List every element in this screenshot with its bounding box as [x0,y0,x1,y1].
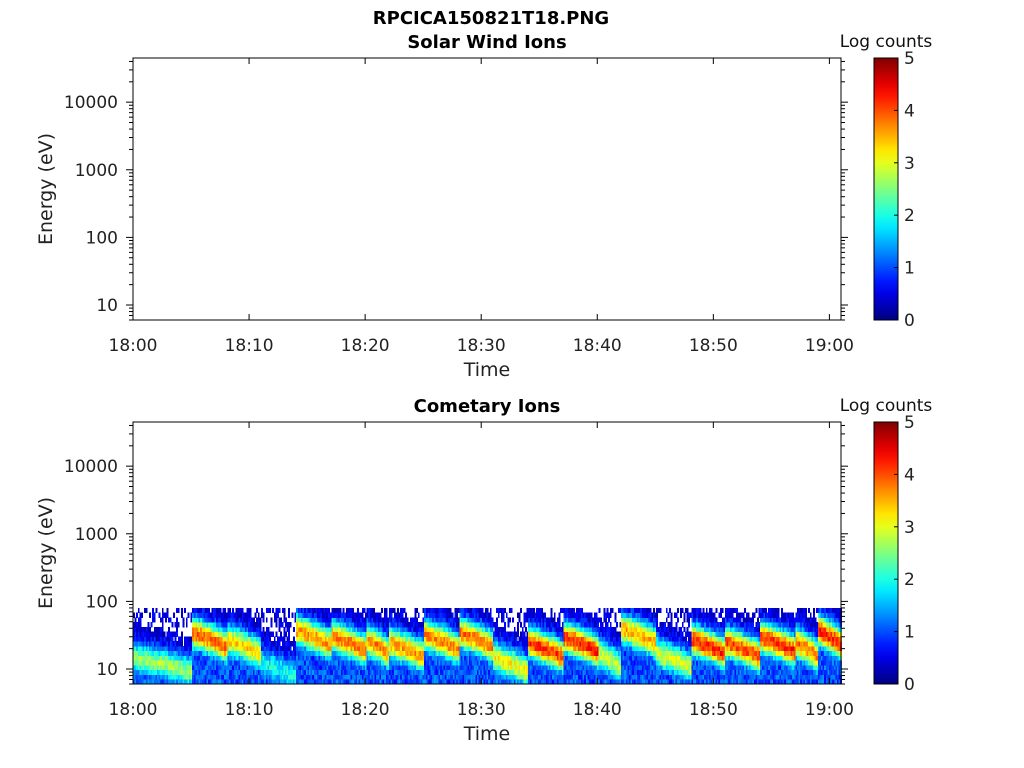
x-tick-labels: 18:00 18:10 18:20 18:30 18:40 18:50 19:00 [109,700,854,720]
y-tick-label: 100 [86,228,118,248]
x-tick-label: 18:30 [457,700,506,720]
colorbar-tick-label: 3 [904,518,915,538]
panel-title: Cometary Ions [414,396,561,417]
colorbar-tick-label: 2 [904,570,915,590]
figure-title: RPCICA150821T18.PNG [373,8,609,29]
colorbar-tick-label: 4 [904,101,915,121]
x-axis-label: Time [463,723,511,745]
y-tick-label: 10 [96,660,118,680]
y-tick-label: 10000 [64,93,118,113]
y-tick-label: 10 [96,296,118,316]
y-tick-labels: 10 100 1000 10000 [64,457,118,680]
colorbar-tick-label: 5 [904,413,915,433]
x-axis-label: Time [463,359,511,381]
x-tick-labels: 18:00 18:10 18:20 18:30 18:40 18:50 19:00 [109,336,854,356]
y-axis-label: Energy (eV) [35,133,57,245]
colorbar-tick-label: 0 [904,675,915,695]
y-tick-labels: 10 100 1000 10000 [64,93,118,316]
colorbar-tick-label: 5 [904,49,915,69]
colorbar-gradient [873,57,899,321]
colorbar-label: Log counts [840,32,933,52]
x-tick-label: 19:00 [805,700,854,720]
x-tick-label: 18:40 [573,700,622,720]
y-tick-label: 100 [86,592,118,612]
x-tick-label: 18:40 [573,336,622,356]
x-tick-label: 19:00 [805,336,854,356]
y-tick-label: 10000 [64,457,118,477]
colorbar-tick-label: 1 [904,259,915,279]
panel-2: 18:00 18:10 18:20 18:30 18:40 18:50 19:0010100… [35,396,932,745]
panel-title: Solar Wind Ions [407,32,566,53]
x-tick-label: 18:20 [341,336,390,356]
plot-frame [132,57,842,321]
y-tick-label: 1000 [75,161,118,181]
colorbar-gradient [873,421,899,685]
heatmap-cells [133,607,843,685]
x-tick-label: 18:30 [457,336,506,356]
panel-1: 18:00 18:10 18:20 18:30 18:40 18:50 19:0010100… [35,32,932,381]
x-tick-label: 18:10 [225,700,274,720]
x-tick-label: 18:00 [109,336,158,356]
x-tick-label: 18:10 [225,336,274,356]
colorbar-tick-label: 0 [904,311,915,331]
colorbar-tick-label: 4 [904,465,915,485]
y-tick-label: 1000 [75,525,118,545]
plot-frame [132,421,842,685]
x-tick-label: 18:50 [689,700,738,720]
colorbar-tick-label: 3 [904,154,915,174]
colorbar-tick-label: 1 [904,623,915,643]
y-axis-label: Energy (eV) [35,497,57,609]
colorbar-tick-label: 2 [904,206,915,226]
x-tick-label: 18:50 [689,336,738,356]
colorbar-label: Log counts [840,396,933,416]
x-tick-label: 18:20 [341,700,390,720]
x-tick-label: 18:00 [109,700,158,720]
